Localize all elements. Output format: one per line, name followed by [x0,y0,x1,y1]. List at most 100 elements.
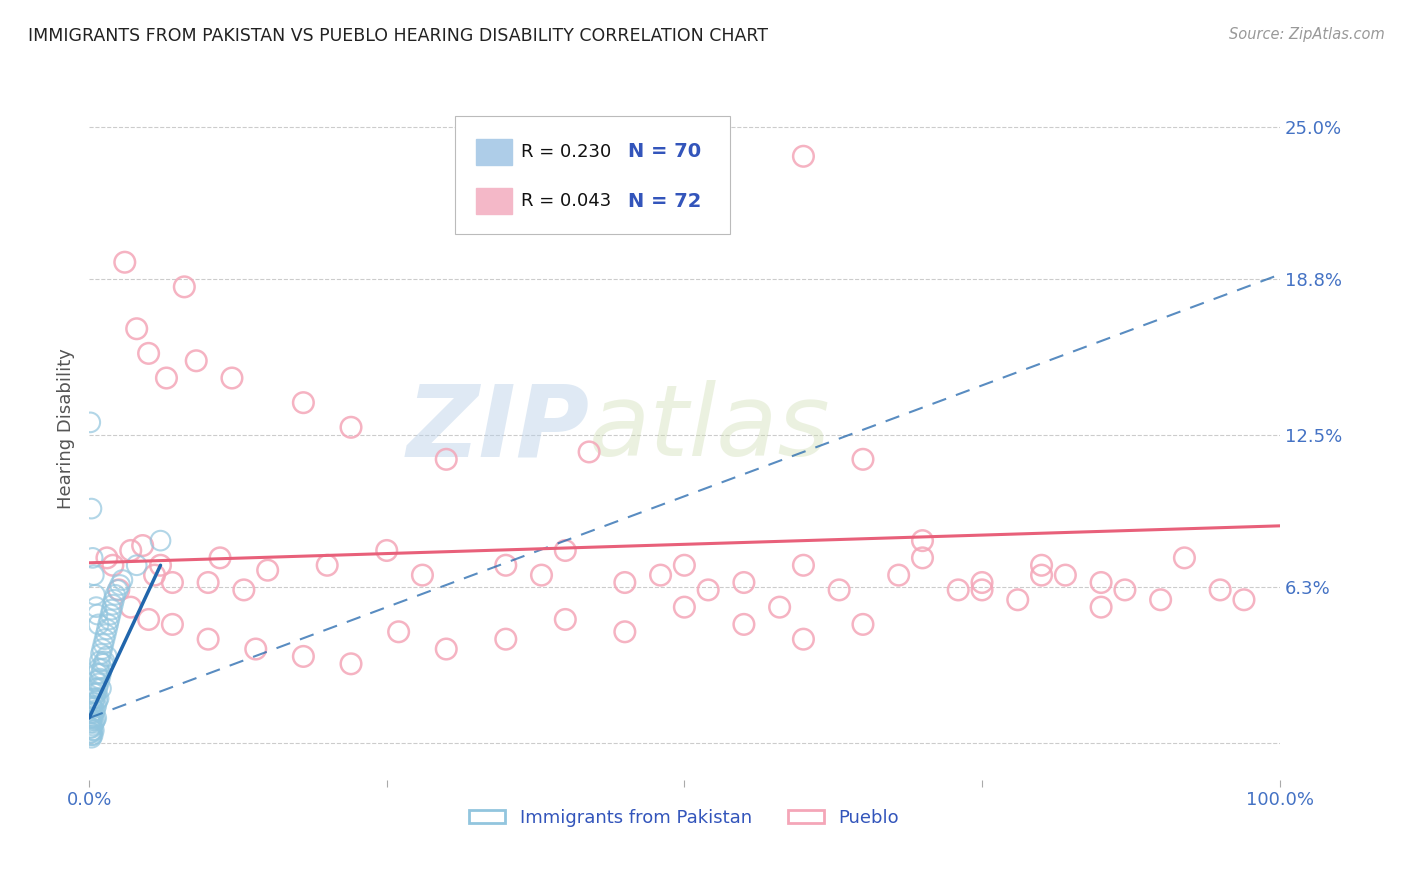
Point [292,395,315,409]
Point [792,558,814,573]
Point [131,539,153,553]
Point [375,543,398,558]
Point [80,721,103,735]
Point [97,617,120,632]
Point [98,612,121,626]
Point [155,371,177,385]
Point [1209,582,1232,597]
Text: R = 0.230: R = 0.230 [522,143,612,161]
Point [911,533,934,548]
Point [80,706,103,720]
Point [79,715,101,730]
Point [86,694,108,708]
Point [1233,592,1256,607]
Point [107,582,129,597]
Point [340,657,363,671]
Point [125,322,148,336]
Point [82,550,104,565]
Point [90,647,112,661]
Point [768,600,790,615]
Point [232,582,254,597]
Point [650,568,672,582]
Point [83,568,105,582]
Point [125,558,148,573]
FancyBboxPatch shape [454,116,730,234]
Point [970,582,993,597]
Point [83,715,105,730]
Point [208,550,231,565]
Point [86,681,108,696]
Point [84,711,107,725]
Point [1114,582,1136,597]
Point [138,612,160,626]
Y-axis label: Hearing Disability: Hearing Disability [58,348,75,509]
Point [84,704,107,718]
Point [138,346,160,360]
Text: IMMIGRANTS FROM PAKISTAN VS PUEBLO HEARING DISABILITY CORRELATION CHART: IMMIGRANTS FROM PAKISTAN VS PUEBLO HEARI… [28,27,768,45]
Point [1031,558,1053,573]
Point [245,642,267,657]
Point [733,575,755,590]
Point [93,637,115,651]
Point [100,602,122,616]
Point [388,624,411,639]
Point [93,654,115,668]
Point [1090,600,1112,615]
Point [1090,575,1112,590]
Point [93,632,115,647]
Point [970,575,993,590]
Point [83,706,105,720]
Point [84,588,107,602]
Point [162,575,184,590]
Point [673,558,696,573]
Text: ZIP: ZIP [406,380,589,477]
Point [89,672,111,686]
Point [1149,592,1171,607]
Point [108,582,131,597]
Point [697,582,720,597]
Point [83,686,105,700]
Point [1054,568,1077,582]
Point [87,676,110,690]
Point [733,617,755,632]
Point [84,600,107,615]
Point [948,582,970,597]
Point [673,600,696,615]
Point [82,718,104,732]
Point [101,558,124,573]
Point [80,728,103,742]
Point [197,632,219,647]
Bar [477,187,512,214]
Point [86,607,108,622]
Point [1031,568,1053,582]
Point [554,543,576,558]
Point [96,550,118,565]
Point [94,627,117,641]
Point [90,666,112,681]
Point [495,558,517,573]
Text: Source: ZipAtlas.com: Source: ZipAtlas.com [1229,27,1385,42]
Point [256,563,278,577]
Point [554,612,576,626]
Point [79,721,101,735]
Point [87,662,110,676]
Point [411,568,433,582]
Point [84,698,107,713]
Point [82,701,104,715]
Point [96,649,118,664]
Point [80,714,103,728]
Point [792,632,814,647]
Point [530,568,553,582]
Point [80,698,103,713]
Point [100,607,122,622]
Point [104,588,127,602]
Point [221,371,243,385]
Point [434,642,457,657]
Point [316,558,339,573]
Point [79,711,101,725]
Point [613,575,636,590]
Point [120,543,142,558]
Point [84,674,107,689]
Point [852,452,875,467]
Point [149,533,172,548]
